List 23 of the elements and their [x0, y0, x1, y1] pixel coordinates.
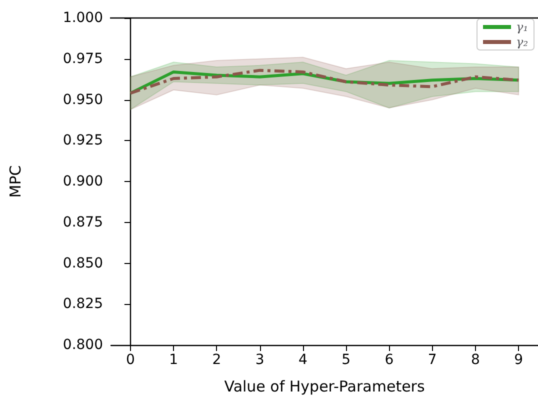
y-tick-label: 0.950: [62, 92, 103, 108]
x-tick-label: 7: [428, 352, 437, 368]
x-tick-label: 2: [212, 352, 222, 368]
y-tick-label: 0.875: [62, 214, 103, 230]
x-tick-label: 5: [342, 352, 351, 368]
x-tick-label: 3: [255, 352, 264, 368]
y-tick-label: 1.000: [62, 10, 103, 26]
x-tick-label: 6: [384, 352, 394, 368]
y-tick-label: 0.800: [62, 337, 103, 353]
y-tick-label: 0.900: [62, 174, 103, 190]
x-tick-label: 8: [471, 352, 480, 368]
y-tick-label: 0.825: [62, 296, 103, 312]
x-tick-label: 9: [514, 352, 524, 368]
x-tick-label: 4: [298, 352, 308, 368]
y-tick-label: 0.850: [62, 255, 103, 272]
x-axis-title: Value of Hyper-Parameters: [224, 378, 425, 396]
y-tick-label: 0.975: [62, 50, 103, 67]
y-tick-label: 0.925: [62, 132, 103, 149]
legend-label: γ₁: [516, 20, 528, 34]
x-tick-label: 1: [169, 352, 178, 368]
legend-label: γ₂: [516, 35, 528, 49]
x-tick-label: 0: [126, 352, 135, 368]
y-axis-title: MPC: [6, 165, 24, 198]
